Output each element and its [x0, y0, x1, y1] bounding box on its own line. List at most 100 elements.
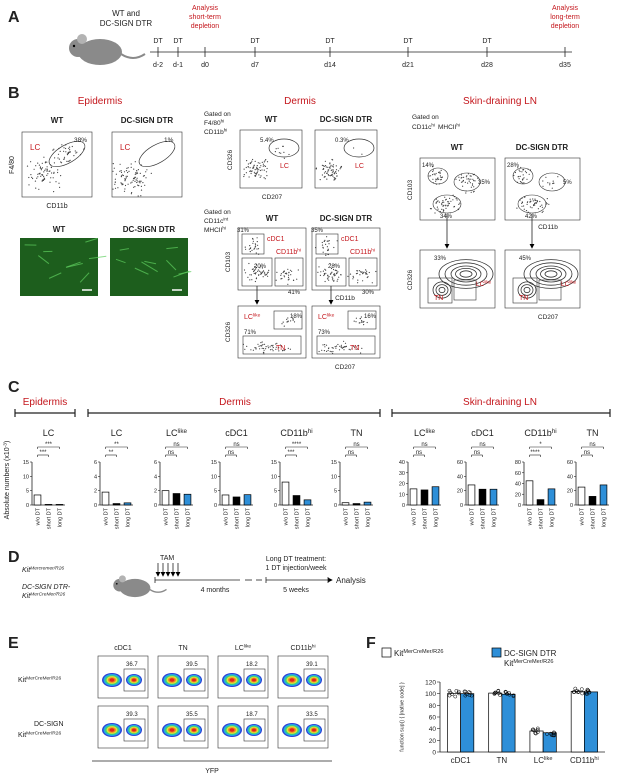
event-dot — [134, 176, 136, 179]
event-dot — [447, 201, 449, 203]
gate — [243, 718, 266, 742]
event-dot — [263, 161, 265, 163]
event-dot — [125, 170, 128, 172]
replicate-dot — [571, 690, 576, 694]
treatment-label: DT — [325, 38, 335, 45]
event-dot — [534, 199, 536, 201]
x-tick-label: w/o DT — [470, 507, 476, 526]
event-dot — [123, 171, 126, 173]
event-dot — [525, 210, 528, 212]
event-dot — [534, 204, 536, 206]
event-dot — [323, 350, 325, 352]
event-dot — [257, 244, 259, 246]
event-dot — [354, 346, 356, 348]
event-dot — [365, 272, 367, 274]
percent-label: 33% — [434, 256, 447, 262]
chart-title-part: TN — [351, 428, 363, 438]
event-dot — [57, 153, 60, 155]
event-dot — [259, 176, 261, 178]
event-dot — [135, 172, 137, 174]
event-dot — [432, 169, 434, 171]
gate — [347, 310, 377, 330]
event-dot — [112, 170, 114, 172]
y-tick-label: 0 — [518, 503, 521, 509]
axis-label: Absolute numbers (x10-3) — [3, 441, 11, 520]
event-dot — [272, 346, 274, 349]
event-dot — [292, 319, 294, 321]
gating-label: CD11cint — [204, 217, 229, 225]
legend-swatch — [491, 647, 502, 658]
column-label: CD11bhi — [290, 644, 315, 652]
event-dot — [278, 152, 280, 154]
event-dot — [283, 271, 285, 273]
event-dot — [322, 270, 324, 272]
gating-label: CD11bhi — [204, 128, 227, 136]
gate — [123, 668, 146, 692]
event-dot — [39, 167, 41, 169]
bar — [431, 486, 440, 506]
percent-label: 34% — [440, 214, 453, 220]
event-dot — [245, 248, 247, 250]
event-dot — [41, 162, 43, 164]
gate-label-part: hi — [371, 248, 375, 254]
event-dot — [535, 199, 537, 202]
replicate-dot — [511, 694, 516, 699]
group-label-part: Kit — [22, 593, 31, 600]
replicate-dot — [551, 733, 555, 738]
event-dot — [138, 185, 140, 187]
event-dot — [474, 180, 476, 182]
analysis-label: long-term — [550, 14, 580, 21]
event-dot — [249, 170, 251, 172]
event-dot — [257, 170, 259, 172]
gate-label-part: like — [327, 313, 335, 319]
event-dot — [360, 352, 362, 354]
event-dot — [330, 272, 332, 274]
panel-label: A — [8, 9, 20, 26]
gate-label-part: LC — [244, 314, 253, 321]
event-dot — [522, 169, 524, 171]
event-dot — [353, 147, 355, 149]
gate-label: TN — [276, 345, 285, 352]
event-dot — [530, 200, 532, 202]
event-dot — [136, 179, 138, 181]
percent-label: 5.4% — [260, 138, 274, 144]
event-dot — [257, 270, 259, 272]
event-dot — [460, 174, 463, 176]
gate-label: LClike — [476, 280, 492, 288]
gating-label: Gated on — [412, 114, 439, 121]
event-dot — [329, 350, 331, 352]
event-dot — [127, 183, 129, 185]
x-tick-label: short DT — [175, 507, 181, 529]
event-dot — [549, 184, 551, 186]
event-dot — [455, 178, 457, 180]
event-dot — [371, 282, 373, 284]
x-tick-label: long DT — [306, 507, 312, 527]
event-dot — [357, 345, 359, 347]
significance-label: *** — [45, 442, 53, 448]
event-dot — [437, 177, 439, 179]
event-dot — [253, 165, 255, 167]
event-dot — [261, 345, 263, 347]
event-dot — [358, 322, 360, 324]
event-dot — [465, 176, 467, 178]
event-dot — [331, 347, 333, 349]
event-dot — [281, 323, 283, 325]
x-tick-label: short DT — [235, 507, 241, 529]
bar — [303, 499, 312, 506]
event-dot — [256, 241, 258, 243]
event-dot — [46, 161, 48, 163]
event-dot — [331, 171, 333, 173]
event-dot — [258, 174, 260, 176]
event-dot — [318, 350, 320, 353]
event-dot — [52, 149, 54, 151]
event-dot — [542, 180, 544, 182]
event-dot — [335, 177, 337, 179]
event-dot — [353, 320, 355, 322]
event-dot — [330, 169, 332, 171]
event-dot — [473, 190, 475, 192]
density-contour — [132, 728, 136, 732]
event-dot — [51, 172, 53, 174]
event-dot — [261, 347, 263, 349]
gating-label: F4/80hi — [204, 119, 224, 127]
panel-label: C — [8, 379, 20, 396]
